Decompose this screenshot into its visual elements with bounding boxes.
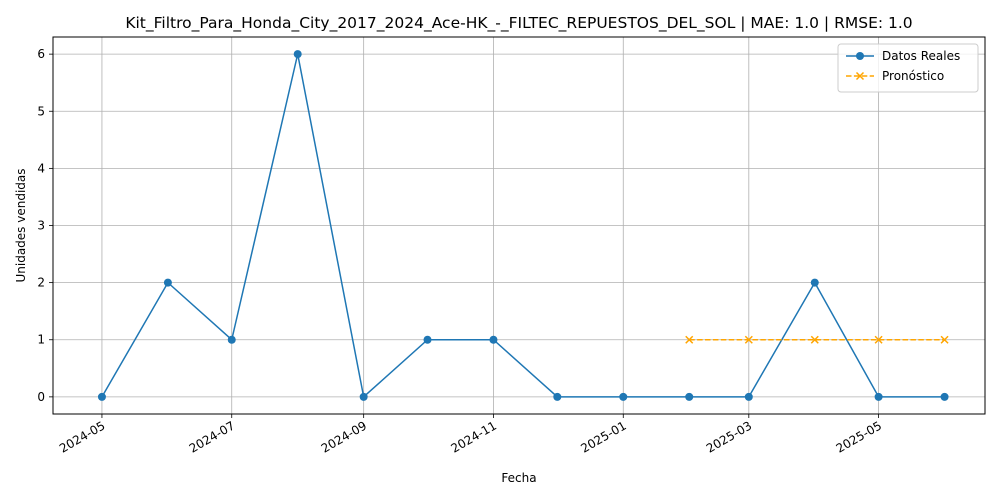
legend-items: Datos Reales Pronóstico [846,49,960,83]
legend: Datos Reales Pronóstico [837,43,979,93]
series-pronostico [685,335,949,344]
data-point [810,278,819,287]
series-layer [97,50,949,401]
x-tick-label: 2024-07 [187,418,237,455]
x-tick-label: 2024-11 [449,418,499,455]
legend-item: Datos Reales [846,49,960,63]
legend-label: Pronóstico [882,69,944,83]
legend-marker [855,71,865,81]
series-line [101,53,945,399]
x-tick-label: 2025-03 [704,418,754,455]
tick-layer: 0 1 2 3 4 5 6 2024-05 2024-07 2024-09 2024-11 2025-… [37,47,884,456]
data-point [619,392,628,401]
data-point [744,392,753,401]
grid-layer [53,37,985,414]
legend-label: Datos Reales [882,49,960,63]
x-tick-label: 2025-01 [578,418,628,455]
data-point [940,392,949,401]
data-point [874,335,883,344]
y-axis-label: Unidades vendidas [14,168,28,282]
data-point [874,392,883,401]
data-point [744,335,753,344]
y-tick-label: 3 [37,219,45,233]
chart-title: Kit_Filtro_Para_Honda_City_2017_2024_Ace… [125,14,912,33]
data-point [553,392,562,401]
data-point [810,335,819,344]
data-point [293,50,302,59]
data-point [227,335,236,344]
x-tick-label: 2024-05 [57,418,107,455]
data-point [489,335,498,344]
data-point [97,392,106,401]
data-point [163,278,172,287]
data-point [685,392,694,401]
data-point [359,392,368,401]
y-tick-label: 2 [37,276,45,290]
x-axis-label: Fecha [501,471,536,485]
x-tick-label: 2024-09 [319,418,369,455]
y-tick-label: 1 [37,333,45,347]
legend-marker [856,52,864,60]
series-datos-reales [97,50,949,401]
data-point [940,335,949,344]
x-tick-label: 2025-05 [834,418,884,455]
y-tick-label: 4 [37,161,45,175]
y-tick-label: 0 [37,390,45,404]
data-point [423,335,432,344]
y-tick-label: 6 [37,47,45,61]
y-tick-label: 5 [37,104,45,118]
data-point [685,335,694,344]
legend-item: Pronóstico [846,69,944,83]
